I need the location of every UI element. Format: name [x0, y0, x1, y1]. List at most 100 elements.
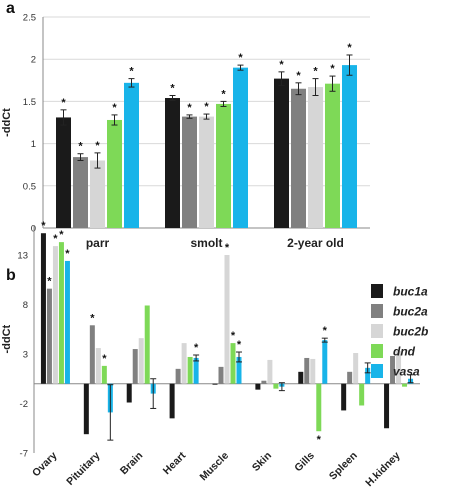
y-tick-label: 2: [31, 55, 36, 66]
legend-swatch-vasa: [371, 364, 383, 378]
significance-star: *: [194, 342, 199, 354]
y-axis-title: -ddCt: [1, 108, 13, 137]
x-category-label: 2-year old: [287, 236, 344, 250]
panel-label: b: [6, 267, 16, 284]
y-tick-label: 0: [31, 224, 36, 235]
bar-buc1a: [341, 383, 347, 411]
x-category-label: Brain: [118, 450, 145, 477]
x-category-label: Pituitary: [64, 450, 102, 488]
bar-buc2b: [52, 246, 58, 384]
y-tick-label: 0.5: [23, 181, 36, 192]
bar-buc2b: [308, 87, 323, 228]
bar-dnd: [58, 242, 64, 384]
significance-star: *: [347, 42, 352, 54]
significance-star: *: [59, 229, 64, 241]
significance-star: *: [47, 276, 52, 288]
x-category-label: H.kidney: [363, 450, 403, 490]
y-tick-label: 13: [17, 251, 28, 262]
significance-star: *: [90, 312, 95, 324]
bar-dnd: [402, 383, 408, 387]
x-category-label: smolt: [190, 236, 222, 250]
bar-buc2b: [353, 353, 359, 384]
bar-buc1a: [83, 383, 89, 435]
significance-star: *: [61, 97, 66, 109]
legend-label-vasa: vasa: [393, 365, 420, 379]
significance-star: *: [95, 140, 100, 152]
bar-dnd: [101, 365, 107, 384]
significance-star: *: [279, 59, 284, 71]
bar-buc1a: [255, 383, 261, 390]
significance-star: *: [221, 88, 226, 100]
panel-a-chart: a00.511.522.5-ddCt** ***parr** ***smolt** *…: [1, 0, 370, 250]
bar-buc1a: [56, 117, 71, 228]
panel-label: a: [6, 0, 15, 17]
bar-buc2a: [132, 349, 138, 384]
bar-buc2a: [175, 368, 181, 384]
x-category-label: Heart: [161, 449, 189, 477]
legend-swatch-buc1a: [371, 284, 383, 298]
bar-dnd: [230, 343, 236, 384]
significance-star: *: [65, 248, 70, 260]
legend-label-buc2a: buc2a: [393, 305, 428, 319]
bar-buc2b: [138, 338, 144, 384]
bar-vasa: [124, 82, 139, 228]
significance-star: *: [102, 353, 107, 365]
y-tick-label: -2: [20, 399, 28, 410]
x-category-label: Gills: [292, 450, 317, 475]
significance-star: *: [330, 63, 335, 75]
bar-dnd: [316, 383, 322, 432]
significance-star: *: [313, 66, 318, 78]
bar-buc1a: [384, 383, 390, 429]
y-axis-title: -ddCt: [1, 324, 13, 353]
bar-buc2a: [304, 357, 310, 384]
significance-star: *: [187, 102, 192, 114]
bar-buc2a: [390, 355, 396, 384]
bar-dnd: [187, 356, 193, 384]
bar-buc1a: [165, 98, 180, 228]
y-tick-label: 1: [31, 139, 36, 150]
x-category-label: Muscle: [197, 450, 231, 484]
y-tick-label: -7: [20, 449, 28, 460]
bar-vasa: [342, 65, 357, 228]
bar-buc2b: [310, 358, 316, 384]
bar-dnd: [325, 83, 340, 229]
significance-star: *: [129, 66, 134, 78]
bar-vasa: [233, 67, 248, 228]
significance-star: *: [323, 325, 328, 337]
bar-buc2a: [291, 88, 306, 229]
legend: buc1a buc2a buc2b dnd vasa: [371, 284, 428, 379]
bar-buc1a: [274, 78, 289, 228]
y-tick-label: 1.5: [23, 97, 36, 108]
y-tick-label: 2.5: [23, 13, 36, 24]
legend-swatch-dnd: [371, 344, 383, 358]
legend-label-dnd: dnd: [393, 345, 416, 359]
significance-star: *: [238, 52, 243, 64]
bar-dnd: [216, 103, 231, 228]
bar-buc2b: [396, 351, 402, 384]
significance-star: *: [231, 330, 236, 342]
bar-dnd: [107, 119, 122, 228]
x-category-label: Spleen: [327, 450, 360, 483]
x-category-label: parr: [86, 236, 110, 250]
bar-buc2a: [218, 366, 224, 384]
bar-vasa: [322, 340, 328, 384]
bar-buc2a: [89, 325, 95, 384]
bar-buc2b: [90, 160, 105, 228]
x-category-label: Ovary: [30, 450, 60, 480]
bar-buc2a: [73, 157, 88, 228]
significance-star: *: [317, 434, 322, 446]
bar-buc2a: [261, 380, 267, 384]
bar-buc2b: [267, 359, 273, 384]
bar-buc2b: [181, 343, 187, 384]
bar-buc1a: [298, 371, 304, 384]
bar-buc1a: [126, 383, 132, 403]
legend-swatch-buc2b: [371, 324, 383, 338]
bar-vasa: [236, 356, 242, 384]
bar-dnd: [359, 383, 365, 406]
bar-buc2a: [182, 116, 197, 228]
y-tick-label: 3: [23, 350, 28, 361]
bar-vasa: [193, 357, 199, 384]
bar-buc2b: [224, 255, 230, 384]
legend-label-buc1a: buc1a: [393, 285, 428, 299]
